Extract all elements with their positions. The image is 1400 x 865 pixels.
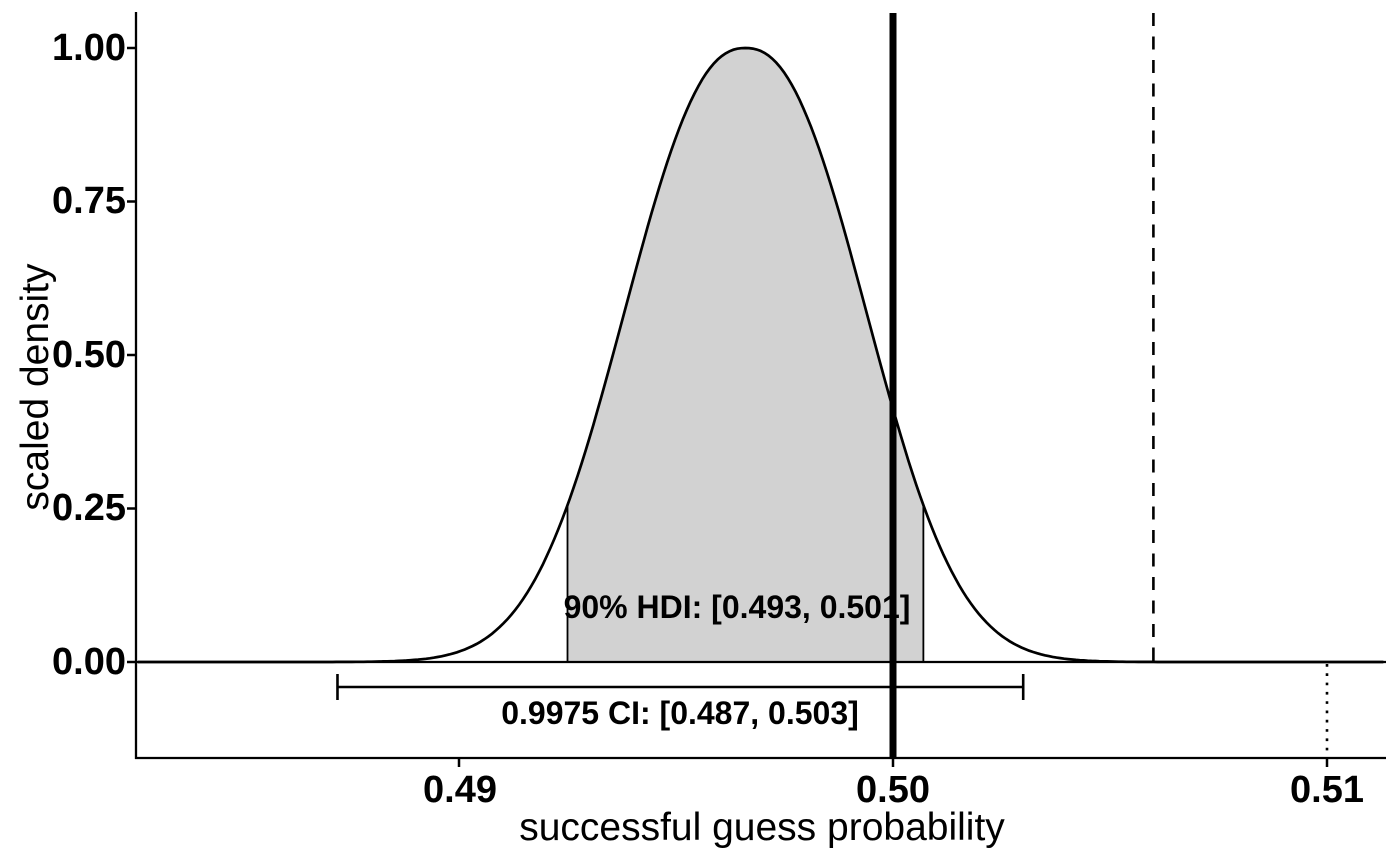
hdi-annotation: 90% HDI: [0.493, 0.501] (563, 589, 911, 625)
y-axis-title: scaled density (14, 263, 57, 511)
density-curve (137, 46, 1384, 664)
y-tick-label-0.00: 0.00 (52, 641, 126, 683)
x-tick-label-0.51: 0.51 (1290, 769, 1364, 811)
y-tick-label-1.00: 1.00 (52, 27, 126, 69)
ci-annotation: 0.9975 CI: [0.487, 0.503] (501, 695, 859, 731)
y-tick-label-0.25: 0.25 (52, 487, 126, 529)
x-tick-label-0.50: 0.50 (856, 769, 930, 811)
y-tick-label-0.75: 0.75 (52, 180, 126, 222)
hdi-shaded-region (567, 48, 924, 662)
x-tick-label-0.49: 0.49 (423, 769, 497, 811)
y-tick-label-0.50: 0.50 (52, 334, 126, 376)
x-axis-title: successful guess probability (519, 806, 1005, 849)
